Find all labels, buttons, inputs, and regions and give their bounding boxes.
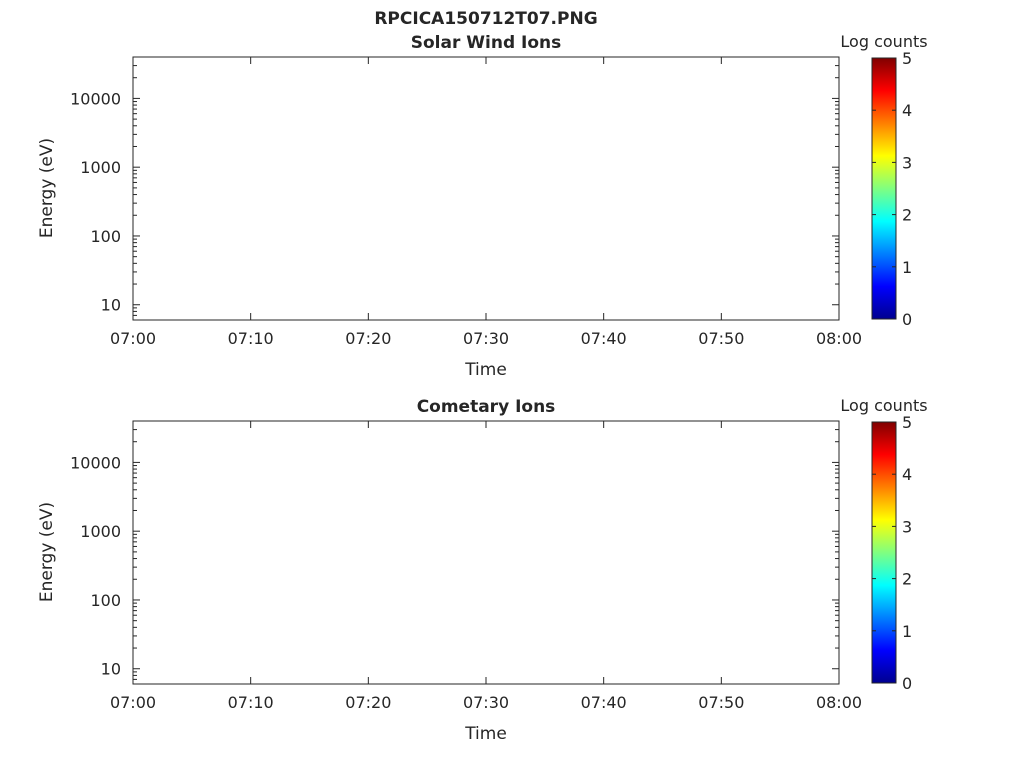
- panel-title-solar-wind: Solar Wind Ions: [411, 33, 562, 53]
- figure-filename: RPCICA150712T07.PNG: [374, 9, 597, 29]
- plot-area-solar-wind: [133, 57, 839, 320]
- panel-solar-wind: Solar Wind Ions 07:00 07:10 07:20 07:30 07:4…: [37, 32, 928, 380]
